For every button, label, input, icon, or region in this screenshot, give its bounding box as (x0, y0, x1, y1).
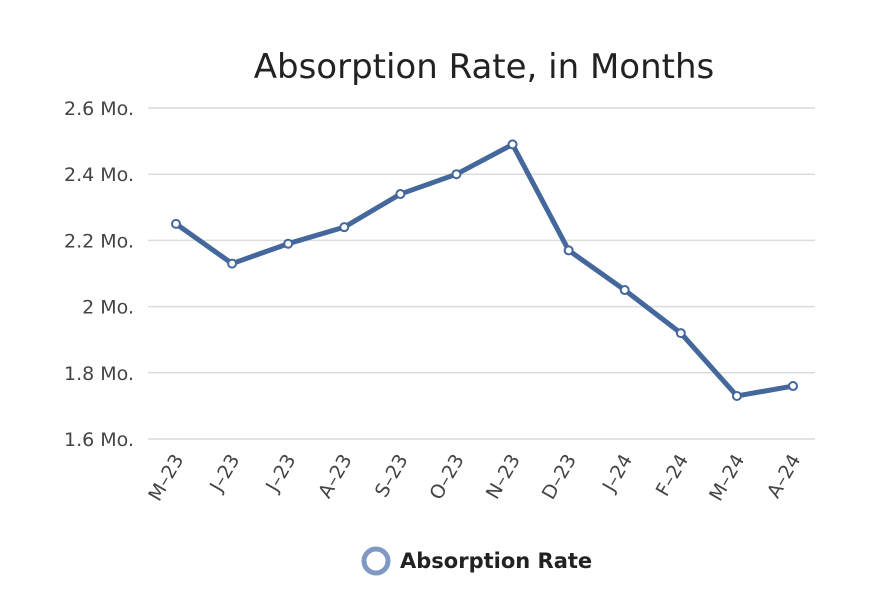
x-tick-label: S–23 (371, 451, 413, 502)
y-tick-label: 2 Mo. (82, 297, 134, 319)
x-tick-label: A–24 (763, 451, 805, 502)
data-point[interactable] (563, 245, 574, 256)
x-tick-label: N–23 (482, 451, 525, 503)
data-point[interactable] (451, 169, 462, 180)
x-tick-label: J–24 (598, 451, 637, 497)
chart-title: Absorption Rate, in Months (254, 47, 715, 87)
x-tick-label: D–23 (538, 451, 581, 504)
gridlines (148, 107, 815, 440)
x-tick-label: J–23 (205, 451, 244, 497)
y-tick-label: 2.4 Mo. (64, 164, 134, 186)
x-tick-label: M–23 (144, 451, 188, 505)
x-tick-label: O–23 (425, 451, 468, 504)
series-layer (171, 139, 798, 401)
x-axis-ticks: M–23 J–23 J–23 A–23 S–23 O–23 N–23 D–23 J–24 F–24… (144, 451, 805, 505)
y-tick-label: 1.8 Mo. (64, 363, 134, 385)
data-point[interactable] (339, 222, 350, 233)
y-tick-label: 2.6 Mo. (64, 98, 134, 120)
y-tick-label: 2.2 Mo. (64, 230, 134, 252)
legend-label: Absorption Rate (400, 549, 592, 573)
y-axis-ticks: 1.6 Mo. 1.8 Mo. 2 Mo. 2.2 Mo. 2.4 Mo. 2.6 Mo. (64, 98, 134, 451)
legend[interactable]: Absorption Rate (361, 546, 592, 576)
x-tick-label: A–23 (314, 451, 356, 502)
y-tick-label: 1.6 Mo. (64, 429, 134, 451)
data-point[interactable] (788, 381, 798, 392)
x-tick-label: F–24 (652, 451, 693, 501)
data-point[interactable] (675, 328, 686, 339)
data-point[interactable] (507, 139, 518, 150)
legend-marker-icon (361, 546, 391, 576)
data-point[interactable] (283, 238, 294, 249)
x-tick-label: J–23 (261, 451, 300, 497)
data-point[interactable] (395, 189, 406, 200)
x-tick-label: M–24 (705, 451, 749, 505)
data-point[interactable] (619, 285, 630, 296)
data-point[interactable] (731, 390, 742, 401)
series-line (173, 141, 796, 399)
data-point[interactable] (227, 258, 238, 269)
data-point[interactable] (171, 218, 181, 229)
